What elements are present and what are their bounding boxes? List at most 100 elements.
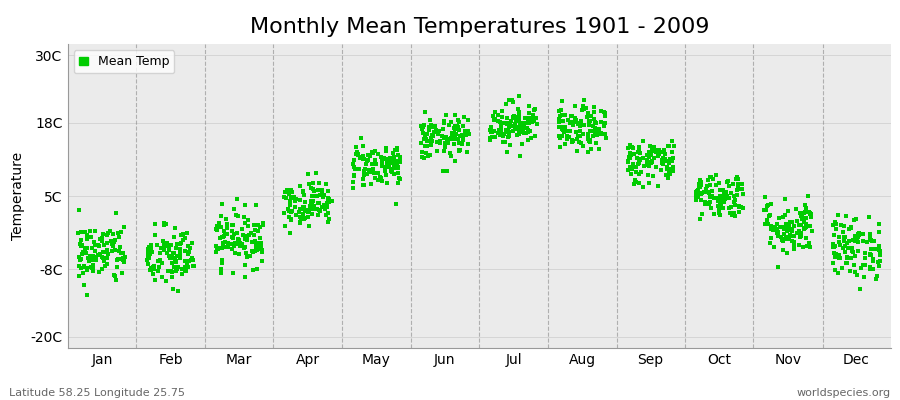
- Point: [647, 147, 662, 153]
- Point: [248, 202, 263, 208]
- Point: [414, 139, 428, 146]
- Point: [840, 240, 854, 246]
- Point: [359, 158, 374, 164]
- Point: [505, 97, 519, 103]
- Point: [214, 270, 229, 277]
- Point: [627, 177, 642, 184]
- Point: [167, 234, 182, 240]
- Point: [378, 168, 392, 174]
- Point: [74, 228, 88, 235]
- Point: [284, 230, 298, 236]
- Point: [155, 274, 169, 281]
- Point: [843, 224, 858, 230]
- Point: [86, 264, 100, 270]
- Point: [835, 229, 850, 236]
- Point: [111, 230, 125, 236]
- Point: [426, 133, 440, 140]
- Point: [798, 221, 813, 228]
- Point: [642, 180, 656, 186]
- Point: [416, 130, 430, 136]
- Point: [78, 246, 93, 252]
- Point: [430, 128, 445, 135]
- Point: [417, 136, 431, 142]
- Point: [294, 215, 309, 221]
- Point: [71, 230, 86, 236]
- Point: [723, 210, 737, 216]
- Point: [645, 158, 660, 164]
- Point: [576, 131, 590, 137]
- Point: [845, 237, 859, 243]
- Point: [230, 196, 244, 202]
- Point: [301, 171, 315, 177]
- Point: [441, 136, 455, 142]
- Point: [209, 225, 223, 232]
- Point: [511, 106, 526, 112]
- Point: [704, 205, 718, 212]
- Point: [767, 244, 781, 250]
- Point: [728, 197, 742, 204]
- Point: [775, 237, 789, 244]
- Point: [594, 130, 608, 136]
- Point: [506, 114, 520, 120]
- Point: [101, 230, 115, 237]
- Point: [500, 120, 515, 127]
- Point: [317, 192, 331, 198]
- Point: [288, 197, 302, 204]
- Point: [455, 133, 470, 139]
- Point: [256, 249, 270, 255]
- Point: [252, 224, 266, 230]
- Point: [307, 202, 321, 209]
- Point: [826, 260, 841, 266]
- Point: [644, 146, 659, 152]
- Point: [377, 155, 392, 162]
- Point: [282, 208, 296, 214]
- Point: [566, 138, 580, 144]
- Point: [694, 191, 708, 197]
- Point: [155, 260, 169, 266]
- Point: [557, 128, 572, 134]
- Point: [526, 107, 541, 113]
- Point: [356, 168, 371, 174]
- Point: [654, 149, 669, 156]
- Point: [348, 144, 363, 150]
- Point: [353, 155, 367, 161]
- Point: [713, 199, 727, 205]
- Point: [424, 122, 438, 128]
- Point: [238, 202, 252, 208]
- Point: [842, 226, 857, 232]
- Point: [112, 248, 127, 254]
- Point: [250, 247, 265, 253]
- Point: [180, 230, 194, 236]
- Point: [623, 155, 637, 161]
- Point: [88, 228, 103, 234]
- Point: [312, 206, 327, 213]
- Point: [225, 222, 239, 228]
- Point: [588, 128, 602, 135]
- Point: [713, 187, 727, 193]
- Point: [862, 235, 877, 242]
- Point: [805, 228, 819, 234]
- Point: [574, 140, 589, 146]
- Point: [184, 257, 199, 264]
- Point: [73, 240, 87, 247]
- Point: [515, 141, 529, 148]
- Point: [99, 240, 113, 246]
- Point: [763, 234, 778, 241]
- Point: [560, 132, 574, 139]
- Point: [774, 224, 788, 230]
- Point: [254, 243, 268, 249]
- Point: [501, 133, 516, 140]
- Point: [667, 143, 681, 150]
- Point: [517, 124, 531, 130]
- Point: [320, 196, 335, 202]
- Point: [86, 266, 100, 272]
- Point: [563, 113, 578, 120]
- Point: [220, 231, 235, 238]
- Point: [871, 263, 886, 269]
- Point: [705, 188, 719, 194]
- Point: [374, 154, 388, 160]
- Point: [227, 231, 241, 238]
- Point: [493, 128, 508, 134]
- Point: [375, 157, 390, 164]
- Point: [796, 244, 810, 250]
